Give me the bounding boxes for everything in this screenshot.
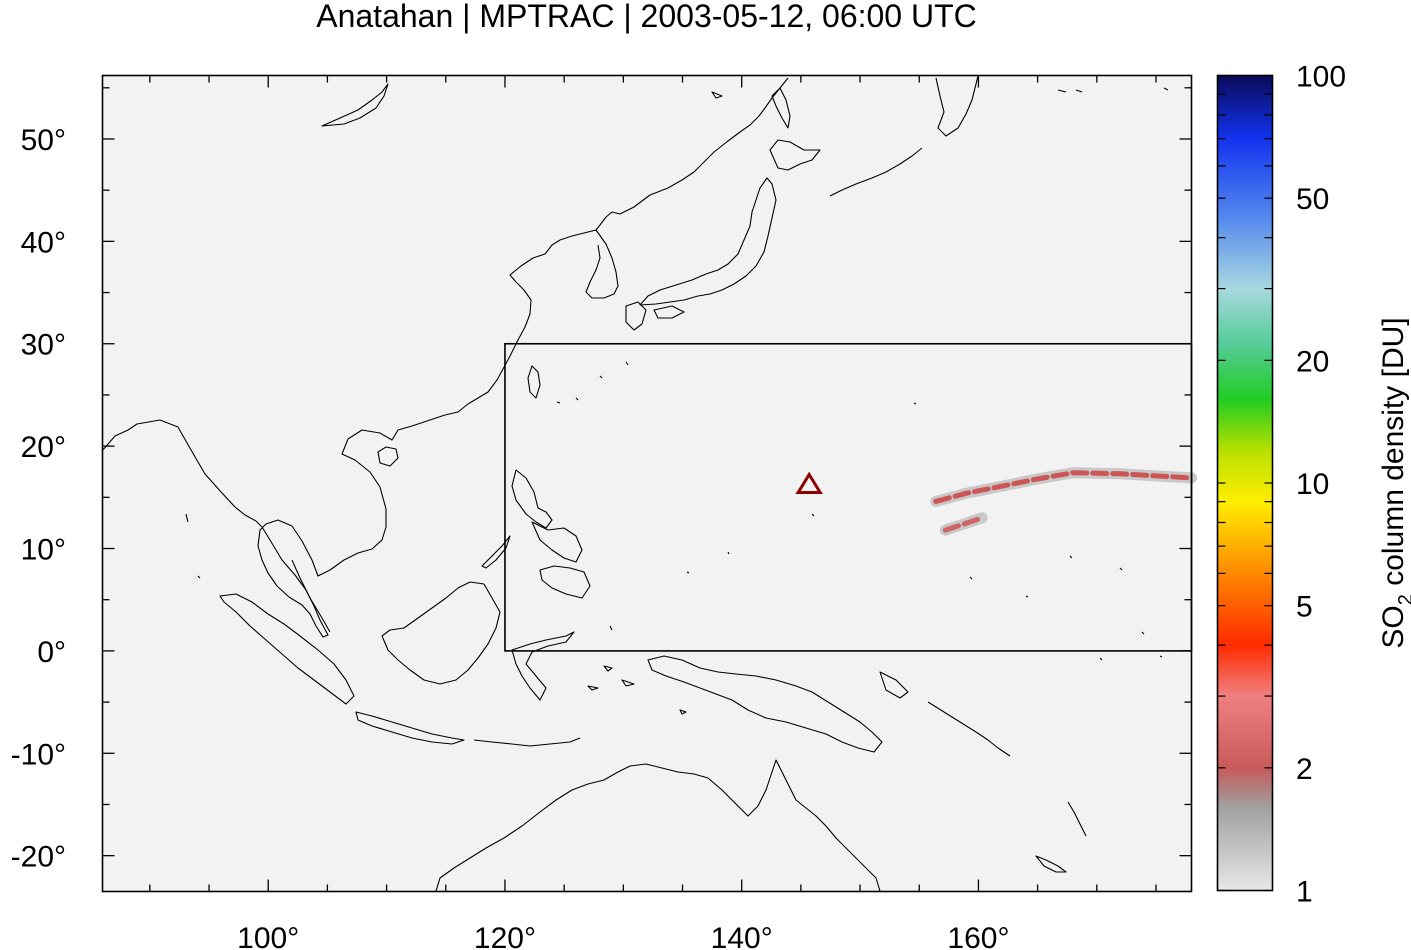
coastline-borneo [381,581,501,685]
y-tick-label: -20° [11,841,66,874]
coastline-mindanao [539,565,591,599]
colorbar-title-subscript: 2 [1395,594,1411,605]
x-tick-label: 140° [711,922,773,950]
coastline-kyushu [625,301,647,331]
coastline-visayas [531,521,583,563]
colorbar-tick-label: 20 [1296,345,1329,378]
coastline-australia [435,759,881,892]
coastline-solomons [927,701,1011,757]
colorbar-title-rest: column density [DU] [1377,317,1410,594]
colorbar-tick-label: 100 [1296,61,1346,94]
coastline-lesser-sunda [473,737,581,747]
coastline-kamchatka [935,75,979,137]
coastline-kurils [829,147,923,197]
so2-plumes [930,467,1197,536]
x-tick-label: 160° [947,922,1009,950]
coastline-palawan [481,535,511,569]
colorbar-tick-label: 50 [1296,183,1329,216]
coastline-shikoku [653,305,685,319]
x-axis: 100° 120° 140° 160° [149,75,1157,950]
colorbar-title: SO2 column density [DU] [1377,317,1411,648]
coastline-sumatra [219,593,355,705]
colorbar-tick-label: 1 [1296,876,1313,909]
x-tick-label: 120° [474,922,536,950]
colorbar-title-main: SO [1377,605,1410,648]
colorbar: 100 50 20 10 5 2 1 [1216,61,1346,909]
colorbar-tick-label: 5 [1296,591,1313,624]
y-tick-label: -10° [11,738,66,771]
colorbar-tick-label: 2 [1296,753,1313,786]
x-tick-label: 100° [237,922,299,950]
y-tick-label: 0° [37,636,66,669]
colorbar-tick-label: 10 [1296,468,1329,501]
coastline-hokkaido [769,139,821,171]
coastline-luzon [511,469,553,529]
coastline-korea [585,229,619,299]
triangle-icon [795,471,823,494]
coastline-bismarck [879,671,909,699]
coastlines [101,75,1169,892]
coastline-taiwan [527,365,541,399]
coastline-honshu [639,177,777,306]
coastline-amur [321,83,389,127]
coastline-new-guinea [647,655,883,753]
y-tick-label: 50° [21,124,66,157]
y-axis: 50° 40° 30° 20° 10° 0° -10° -20° [11,87,1192,874]
y-tick-label: 40° [21,226,66,259]
y-tick-label: 20° [21,431,66,464]
colorbar-frame [1216,74,1274,892]
coastline-malaya [291,559,331,633]
coastline-java [355,711,465,745]
so2-plume [942,515,985,533]
y-tick-label: 10° [21,534,66,567]
coastline-islets [185,87,1169,715]
map-frame [101,74,1193,893]
coastline-hainan [377,446,399,467]
so2-plume [933,470,1194,504]
colorbar-gradient [1217,75,1273,891]
plot-title: Anatahan | MPTRAC | 2003-05-12, 06:00 UT… [316,0,977,34]
coastline-sakhalin [771,87,791,129]
coastline-new-caledonia [1035,855,1067,873]
coastline-sulawesi [511,631,575,701]
coastline-vanuatu [1067,801,1087,837]
y-tick-label: 30° [21,329,66,362]
